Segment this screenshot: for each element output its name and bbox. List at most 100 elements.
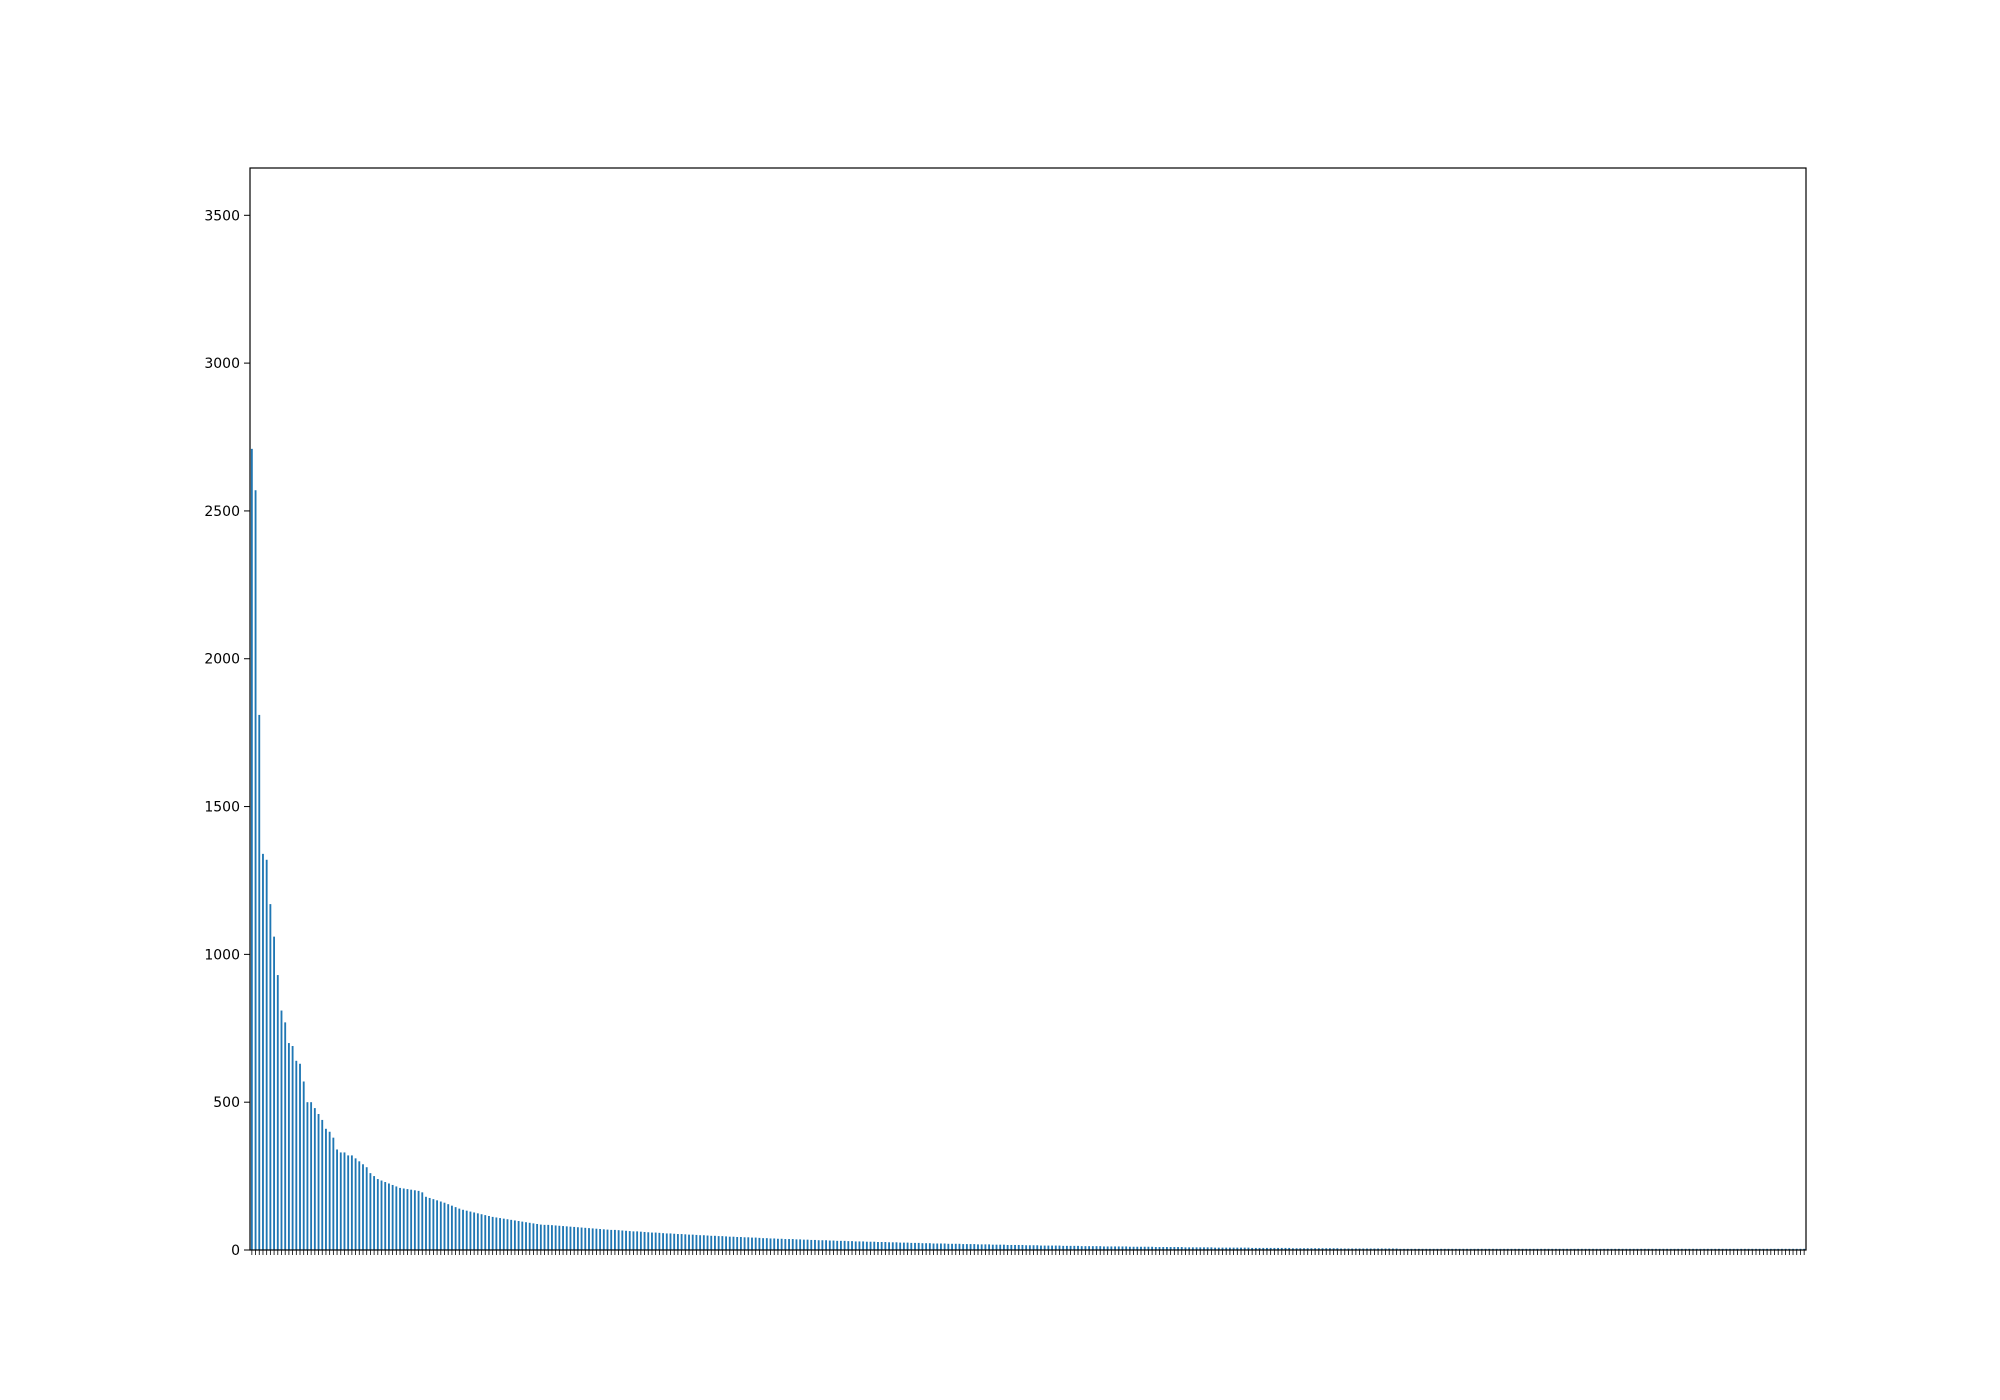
bar — [917, 1242, 920, 1250]
bar — [936, 1243, 939, 1250]
bar — [1225, 1247, 1228, 1250]
bar — [273, 936, 275, 1250]
bar — [743, 1237, 746, 1250]
bar — [1314, 1248, 1317, 1250]
bar — [280, 1010, 283, 1250]
bar — [458, 1208, 461, 1250]
bar — [732, 1236, 735, 1250]
bar — [1058, 1245, 1061, 1250]
bar — [1128, 1246, 1131, 1250]
bar — [417, 1190, 420, 1250]
bar — [1258, 1247, 1261, 1250]
bar — [658, 1232, 661, 1250]
bar — [643, 1231, 646, 1250]
bar — [1088, 1246, 1091, 1250]
bar — [495, 1217, 498, 1250]
bar — [773, 1238, 776, 1250]
bar — [343, 1152, 346, 1250]
bar — [399, 1187, 401, 1250]
bar — [462, 1209, 464, 1250]
bar — [910, 1242, 913, 1250]
bar — [795, 1239, 798, 1250]
bar — [825, 1240, 828, 1250]
bar — [680, 1234, 683, 1250]
bar — [728, 1236, 731, 1250]
bar — [1140, 1246, 1142, 1250]
bar — [891, 1242, 894, 1250]
bar — [1266, 1247, 1268, 1250]
bar — [258, 714, 261, 1250]
bar — [1295, 1248, 1298, 1250]
bar — [988, 1244, 991, 1250]
bar — [754, 1237, 757, 1250]
bar — [1221, 1247, 1224, 1250]
bar — [1106, 1246, 1109, 1250]
bar — [999, 1244, 1002, 1250]
bar — [839, 1240, 842, 1250]
bar — [814, 1239, 816, 1250]
bar — [321, 1119, 324, 1250]
bar — [799, 1239, 802, 1250]
bar — [714, 1235, 716, 1250]
bar — [1199, 1247, 1202, 1250]
bar — [899, 1242, 902, 1250]
bar — [506, 1219, 509, 1250]
bar — [310, 1102, 313, 1250]
bar — [525, 1222, 527, 1250]
bar — [1329, 1248, 1331, 1250]
bar — [513, 1220, 516, 1250]
bar — [1043, 1245, 1046, 1250]
bar — [573, 1226, 576, 1250]
bar — [788, 1239, 790, 1250]
bar — [691, 1234, 694, 1250]
bar — [1362, 1248, 1365, 1250]
y-tick-label: 1500 — [204, 800, 240, 816]
bar — [499, 1218, 501, 1250]
bar — [1006, 1244, 1009, 1250]
x-ticks-group — [251, 1250, 1805, 1255]
bar — [565, 1226, 568, 1250]
bar — [1103, 1246, 1105, 1250]
bar — [758, 1237, 761, 1250]
bar — [1143, 1246, 1146, 1250]
bar — [1228, 1247, 1231, 1250]
bar — [595, 1228, 598, 1250]
bar — [1010, 1244, 1013, 1250]
bar — [617, 1230, 620, 1250]
bar — [676, 1234, 679, 1250]
bar — [287, 1043, 290, 1250]
bar — [710, 1235, 713, 1250]
bar — [1040, 1245, 1042, 1250]
bar — [665, 1233, 668, 1250]
bar — [439, 1201, 442, 1250]
bar — [539, 1224, 542, 1250]
bar — [706, 1235, 709, 1250]
bar — [588, 1228, 590, 1250]
bar — [1166, 1247, 1168, 1250]
bar — [302, 1081, 305, 1250]
bar — [1254, 1247, 1257, 1250]
bar — [832, 1240, 835, 1250]
bar — [1047, 1245, 1050, 1250]
bar — [1310, 1248, 1313, 1250]
bar — [921, 1243, 924, 1250]
bar — [1184, 1247, 1187, 1250]
bar — [580, 1227, 583, 1250]
bar — [599, 1229, 602, 1250]
bar — [1169, 1247, 1172, 1250]
bar — [1136, 1246, 1139, 1250]
bar — [625, 1230, 627, 1250]
bar — [510, 1219, 513, 1250]
bar — [413, 1190, 416, 1250]
bar — [347, 1155, 350, 1250]
bar — [1051, 1245, 1053, 1250]
bar — [858, 1241, 861, 1250]
bar — [954, 1243, 957, 1250]
bar — [328, 1131, 331, 1250]
bar — [421, 1192, 424, 1250]
bar — [699, 1235, 702, 1250]
bar — [651, 1232, 653, 1250]
bar — [1317, 1248, 1320, 1250]
bar — [562, 1226, 564, 1250]
bar — [1395, 1248, 1398, 1250]
